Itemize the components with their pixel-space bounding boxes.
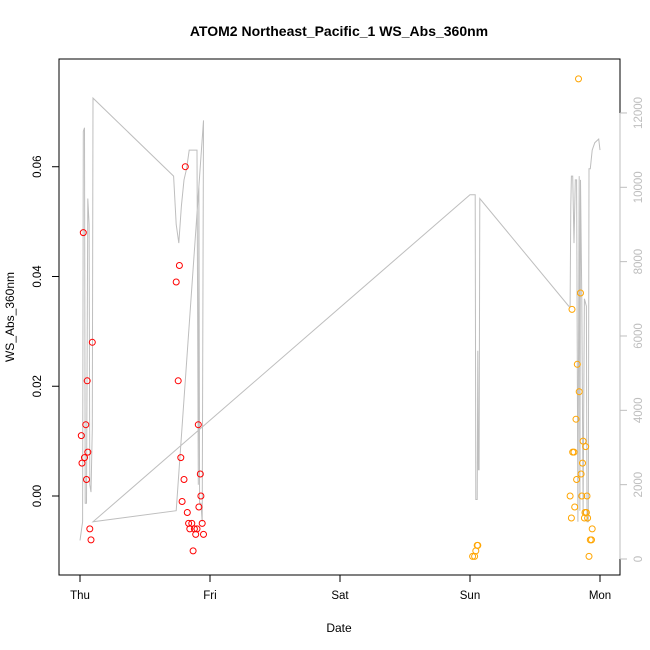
data-point: [181, 163, 189, 171]
data-point: [573, 476, 581, 483]
data-point: [583, 492, 591, 500]
data-point: [81, 454, 88, 462]
y-tick-label: 0.02: [32, 375, 44, 397]
data-point: [83, 476, 90, 483]
x-tick-label: Sun: [460, 590, 480, 602]
data-point: [194, 421, 202, 429]
data-point: [193, 525, 201, 533]
data-point: [77, 432, 85, 440]
y2-tick-label: 0: [633, 556, 645, 562]
data-point: [189, 547, 197, 555]
data-point: [172, 278, 180, 286]
data-point: [579, 437, 587, 445]
y-axis-label: WS_Abs_360nm: [3, 272, 17, 362]
x-tick-label: Mon: [589, 590, 611, 602]
x-tick-label: Fri: [203, 590, 216, 602]
data-point: [83, 377, 91, 385]
data-point: [577, 289, 584, 297]
data-point: [180, 476, 188, 483]
data-point: [572, 415, 580, 423]
y2-tick-label: 10000: [633, 171, 645, 203]
data-point: [588, 525, 596, 533]
data-point: [82, 421, 90, 429]
data-point: [177, 454, 185, 462]
x-axis-label: Date: [326, 621, 352, 635]
data-point: [200, 530, 207, 538]
data-point: [198, 519, 206, 527]
x-tick-label: Sat: [331, 590, 349, 602]
right-axis-series: [79, 96, 601, 541]
series-line-right: [79, 96, 601, 541]
plot-area-border: [58, 58, 621, 576]
data-point: [196, 470, 204, 478]
y-tick-label: 0.06: [32, 156, 44, 178]
data-point: [575, 388, 583, 396]
y-tick-label: 0.00: [32, 485, 44, 507]
chart-title: ATOM2 Northeast_Pacific_1 WS_Abs_360nm: [190, 23, 488, 39]
data-point: [566, 492, 574, 500]
scatter-points: [77, 75, 596, 560]
data-point: [174, 377, 182, 385]
y2-tick-label: 2000: [633, 472, 645, 498]
data-point: [579, 459, 586, 467]
data-point: [178, 498, 186, 505]
data-point: [573, 360, 581, 368]
y-tick-label: 0.04: [32, 265, 44, 288]
data-point: [567, 514, 575, 522]
y2-tick-label: 12000: [633, 97, 645, 129]
data-point: [188, 519, 196, 527]
y2-axis: 0 2000 4000 6000 8000 10000 12000: [619, 97, 645, 562]
data-point: [197, 492, 205, 500]
y-axis: 0.00 0.02 0.04 0.06: [32, 156, 60, 507]
y2-tick-label: 6000: [633, 323, 645, 349]
data-point: [571, 503, 579, 511]
data-point: [588, 536, 595, 544]
data-point: [474, 541, 482, 549]
data-point: [568, 305, 576, 313]
data-point: [175, 262, 183, 269]
data-point: [87, 536, 95, 544]
x-axis: Thu Fri Sat Sun Mon: [70, 574, 611, 602]
data-point: [195, 503, 203, 511]
data-point: [584, 514, 592, 522]
data-point: [79, 229, 87, 237]
y2-tick-label: 4000: [633, 398, 645, 424]
data-point: [582, 443, 590, 451]
data-point: [84, 448, 92, 456]
data-point: [183, 509, 191, 516]
data-point: [86, 525, 94, 533]
data-point: [88, 338, 96, 346]
data-point: [575, 75, 582, 83]
data-point: [570, 448, 578, 456]
data-point: [585, 552, 593, 560]
data-point: [578, 492, 586, 500]
data-point: [469, 552, 477, 560]
x-tick-label: Thu: [70, 590, 90, 602]
data-point: [78, 459, 86, 467]
data-point: [577, 470, 585, 478]
y2-tick-label: 8000: [633, 249, 645, 275]
